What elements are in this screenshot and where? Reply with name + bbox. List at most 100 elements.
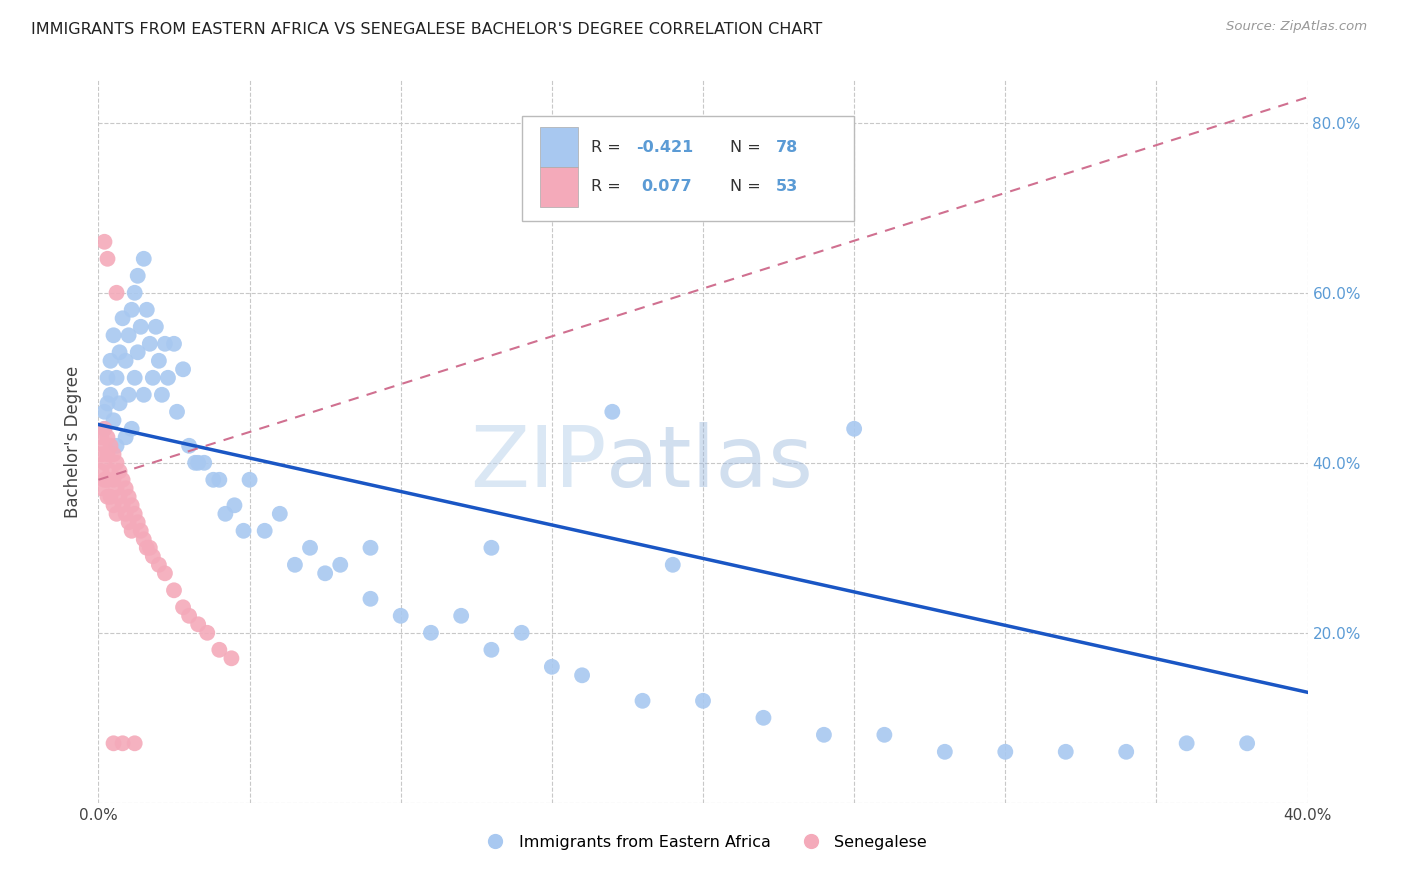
FancyBboxPatch shape — [522, 117, 855, 221]
Point — [253, 524, 276, 538]
Point — [108, 345, 131, 359]
Point — [103, 473, 125, 487]
Point — [96, 447, 118, 461]
Legend: Immigrants from Eastern Africa, Senegalese: Immigrants from Eastern Africa, Senegale… — [472, 829, 934, 856]
Point — [193, 456, 215, 470]
Text: N =: N = — [730, 179, 765, 194]
Point — [114, 430, 136, 444]
Point — [93, 422, 115, 436]
Point — [202, 473, 225, 487]
Point — [105, 439, 128, 453]
FancyBboxPatch shape — [540, 167, 578, 207]
Point — [111, 473, 134, 487]
Point — [96, 490, 118, 504]
Point — [114, 353, 136, 368]
Point — [269, 507, 291, 521]
Point — [121, 422, 143, 436]
Point — [145, 319, 167, 334]
Point — [314, 566, 336, 581]
Point — [239, 473, 262, 487]
Point — [148, 558, 170, 572]
Point — [148, 353, 170, 368]
Point — [163, 336, 186, 351]
Point — [299, 541, 322, 555]
Point — [163, 583, 186, 598]
Point — [100, 490, 122, 504]
Point — [172, 600, 194, 615]
Point — [93, 439, 115, 453]
Point — [103, 736, 125, 750]
Text: Source: ZipAtlas.com: Source: ZipAtlas.com — [1226, 20, 1367, 33]
Text: 78: 78 — [776, 140, 797, 154]
Point — [105, 481, 128, 495]
Point — [118, 516, 141, 530]
Point — [132, 533, 155, 547]
Point — [450, 608, 472, 623]
Point — [132, 388, 155, 402]
Text: R =: R = — [591, 140, 626, 154]
Point — [124, 285, 146, 300]
Point — [114, 507, 136, 521]
Point — [661, 558, 683, 572]
Point — [752, 711, 775, 725]
Point — [481, 541, 503, 555]
Point — [172, 362, 194, 376]
Point — [96, 371, 118, 385]
Point — [214, 507, 236, 521]
Point — [127, 516, 149, 530]
Point — [105, 371, 128, 385]
Point — [103, 498, 125, 512]
Point — [129, 524, 152, 538]
Point — [124, 371, 146, 385]
Point — [232, 524, 254, 538]
Point — [90, 464, 112, 478]
Y-axis label: Bachelor's Degree: Bachelor's Degree — [63, 366, 82, 517]
Point — [187, 456, 209, 470]
Point — [813, 728, 835, 742]
Text: -0.421: -0.421 — [637, 140, 693, 154]
Point — [221, 651, 243, 665]
Point — [93, 473, 115, 487]
Point — [96, 252, 118, 266]
Point — [96, 396, 118, 410]
Point — [1054, 745, 1077, 759]
Point — [121, 524, 143, 538]
FancyBboxPatch shape — [540, 128, 578, 167]
Point — [114, 481, 136, 495]
Point — [208, 473, 231, 487]
Point — [195, 625, 218, 640]
Point — [187, 617, 209, 632]
Point — [135, 302, 157, 317]
Point — [631, 694, 654, 708]
Point — [1115, 745, 1137, 759]
Point — [111, 311, 134, 326]
Point — [329, 558, 352, 572]
Point — [108, 464, 131, 478]
Point — [100, 353, 122, 368]
Point — [934, 745, 956, 759]
Point — [994, 745, 1017, 759]
Point — [111, 736, 134, 750]
Point — [129, 319, 152, 334]
Point — [132, 252, 155, 266]
Point — [1175, 736, 1198, 750]
Point — [420, 625, 443, 640]
Point — [105, 456, 128, 470]
Point — [100, 388, 122, 402]
Point — [111, 498, 134, 512]
Point — [127, 345, 149, 359]
Point — [93, 456, 115, 470]
Point — [100, 464, 122, 478]
Point — [284, 558, 307, 572]
Point — [124, 736, 146, 750]
Point — [844, 422, 866, 436]
Point — [108, 396, 131, 410]
Point — [105, 507, 128, 521]
Point — [510, 625, 533, 640]
Point — [96, 430, 118, 444]
Point — [103, 328, 125, 343]
Text: atlas: atlas — [606, 422, 814, 505]
Point — [540, 660, 562, 674]
Text: 53: 53 — [776, 179, 797, 194]
Point — [90, 481, 112, 495]
